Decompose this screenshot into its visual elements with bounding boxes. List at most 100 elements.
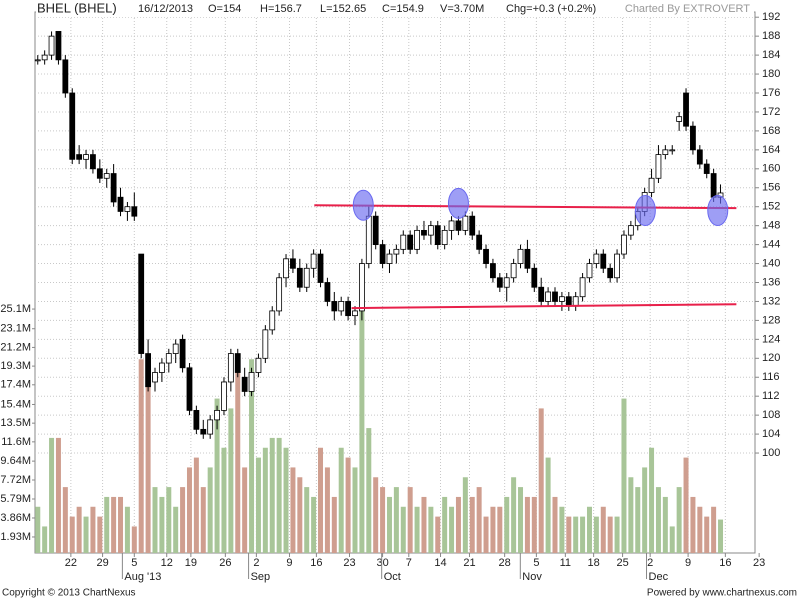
candle-body <box>345 301 352 317</box>
volume-bar <box>324 467 330 553</box>
highlight <box>352 189 374 221</box>
candle-body <box>476 234 483 250</box>
volume-bar <box>152 487 158 553</box>
candle-body <box>490 263 496 279</box>
candle-body <box>234 353 241 373</box>
volume-bar <box>145 369 151 553</box>
volume-bar <box>642 467 648 553</box>
candle-body <box>703 163 710 174</box>
volume-bar <box>97 516 103 553</box>
candle-body <box>317 253 324 283</box>
candle-body <box>558 296 565 302</box>
candle-body <box>690 125 696 151</box>
date: 16/12/2013 <box>138 3 193 15</box>
volume-bar <box>697 506 703 553</box>
y2-tick-label: 25.1M <box>0 303 31 315</box>
candle-body <box>379 244 386 264</box>
volume-bar <box>311 496 317 553</box>
y-tick-label: 160 <box>762 163 780 175</box>
volume-bar <box>338 447 344 553</box>
candle-body <box>296 267 303 288</box>
volume-bar <box>538 408 544 553</box>
quote-field: V=3.70M <box>440 3 484 15</box>
volume-bar <box>159 496 165 553</box>
volume-bar <box>662 496 668 553</box>
volume-bar <box>55 437 61 553</box>
candle-body <box>669 149 676 152</box>
candle-body <box>138 253 145 354</box>
candle-body <box>448 220 455 231</box>
plot: 1001041081121161201241281321361401441481… <box>0 11 780 583</box>
volume-bar <box>352 467 358 553</box>
candle-body <box>393 248 400 255</box>
candle-body <box>41 54 48 61</box>
volume-bar <box>83 516 89 553</box>
volume-bar <box>180 487 186 553</box>
candle-body <box>283 258 289 279</box>
y-tick-label: 168 <box>762 125 780 137</box>
y-tick-label: 156 <box>762 182 780 194</box>
volume-bar <box>552 496 558 553</box>
candle-body <box>483 248 489 264</box>
candle-body <box>186 367 193 411</box>
candle-body <box>455 220 462 231</box>
volume-bar <box>449 506 455 553</box>
volume-bar <box>386 496 392 553</box>
candle-body <box>262 329 269 359</box>
x-tick-label: 7 <box>406 557 412 569</box>
y2-tick-label: 13.5M <box>0 417 31 429</box>
volume-bar <box>380 487 386 553</box>
x-tick-label: 22 <box>65 557 77 569</box>
y-tick-label: 132 <box>762 295 780 307</box>
quote-field: H=156.7 <box>260 3 302 15</box>
x-tick-label: 25 <box>616 557 628 569</box>
trendline <box>314 204 737 210</box>
volume-bar <box>442 496 448 553</box>
candle-body <box>621 234 627 255</box>
candle-body <box>565 296 572 307</box>
candle-body <box>96 168 103 179</box>
volume-bar <box>393 487 399 553</box>
candle-body <box>365 215 372 264</box>
volume-bar <box>269 437 275 553</box>
candle-body <box>627 225 634 236</box>
volume-bar <box>297 477 303 553</box>
candle-body <box>572 296 579 307</box>
volume-bar <box>649 447 655 553</box>
y-tick-label: 140 <box>762 257 780 269</box>
volume-bar <box>655 487 661 553</box>
candle-body <box>290 258 296 269</box>
volume-bar <box>483 516 489 553</box>
volume-bar <box>421 496 427 553</box>
y2-tick-label: 21.2M <box>0 341 31 353</box>
candle-body <box>338 301 345 312</box>
volume-bar <box>531 496 537 553</box>
candle-body <box>69 92 76 160</box>
candle-body <box>221 381 227 411</box>
x-tick-label: 23 <box>753 557 765 569</box>
volume-bar <box>504 496 510 553</box>
y-tick-label: 100 <box>762 447 780 459</box>
x-tick-label: 2 <box>253 557 259 569</box>
month-label: Dec <box>649 571 669 583</box>
candle-body <box>248 372 255 392</box>
volume-bar <box>566 516 572 553</box>
y-tick-label: 164 <box>762 144 780 156</box>
volume-bar <box>262 447 268 553</box>
volume-bar <box>490 506 496 553</box>
volume-bar <box>49 437 55 553</box>
candle-body <box>117 196 124 212</box>
y-tick-label: 116 <box>762 371 780 383</box>
candle-body <box>600 253 607 269</box>
y-tick-label: 152 <box>762 201 780 213</box>
volume-bar <box>186 467 192 553</box>
volume-bar <box>235 369 241 553</box>
volume-bar <box>628 477 634 553</box>
candle-body <box>303 267 310 288</box>
volume-bar <box>35 506 41 553</box>
volume-bar <box>414 506 420 553</box>
y2-tick-label: 15.4M <box>0 398 31 410</box>
copyright: Copyright © 2013 ChartNexus <box>2 588 136 599</box>
x-tick-label: 2 <box>647 557 653 569</box>
x-tick-label: 11 <box>560 557 571 569</box>
